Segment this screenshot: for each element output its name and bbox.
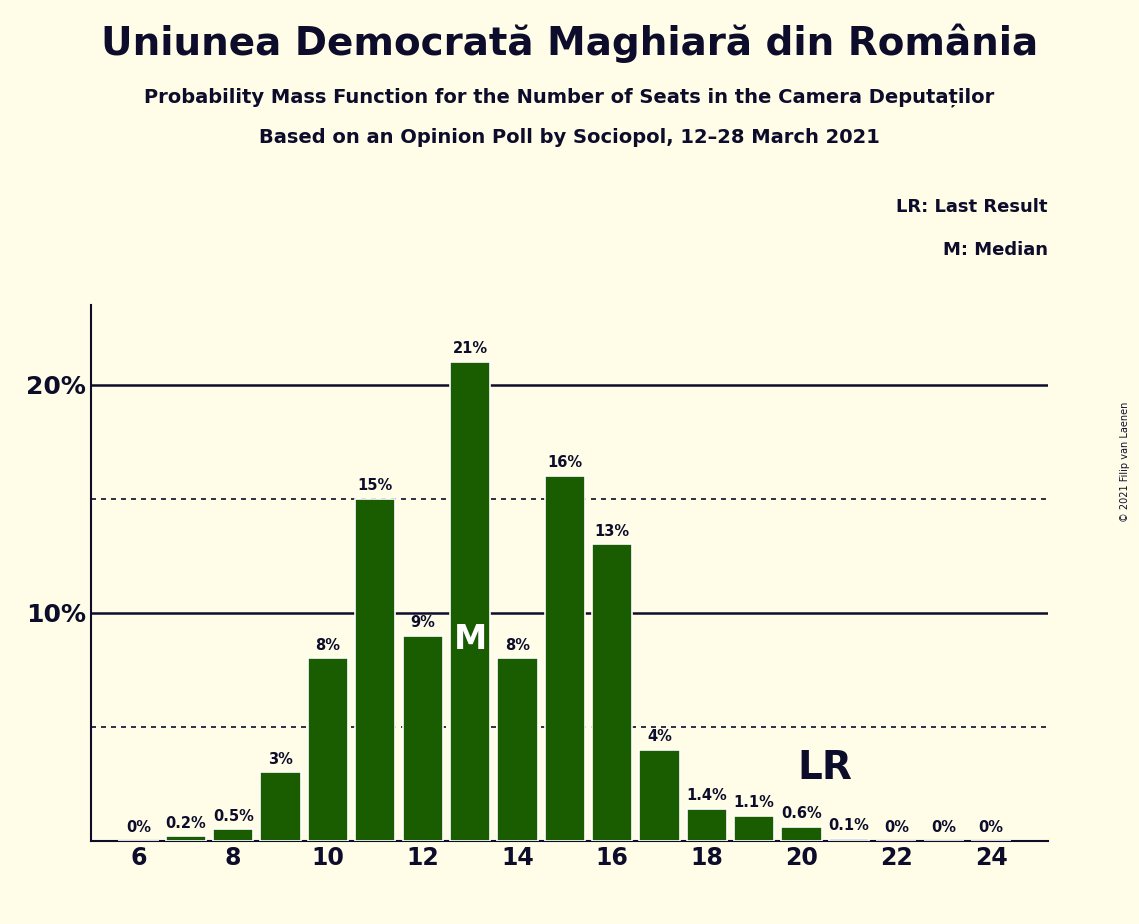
Text: 0%: 0% (932, 821, 956, 835)
Text: 0.1%: 0.1% (828, 818, 869, 833)
Text: Based on an Opinion Poll by Sociopol, 12–28 March 2021: Based on an Opinion Poll by Sociopol, 12… (259, 128, 880, 147)
Bar (450, 362, 490, 841)
Bar (165, 836, 206, 841)
Text: 16%: 16% (547, 456, 582, 470)
Text: 0.5%: 0.5% (213, 808, 254, 823)
Text: Uniunea Democrată Maghiară din România: Uniunea Democrată Maghiară din România (101, 23, 1038, 63)
Text: 3%: 3% (268, 752, 293, 767)
Text: 0.2%: 0.2% (165, 816, 206, 831)
Bar (355, 499, 395, 841)
Bar (498, 659, 538, 841)
Text: 0%: 0% (126, 821, 151, 835)
Bar (308, 659, 349, 841)
Text: 4%: 4% (647, 729, 672, 744)
Text: 1.4%: 1.4% (687, 788, 727, 803)
Bar (639, 749, 680, 841)
Text: Probability Mass Function for the Number of Seats in the Camera Deputaților: Probability Mass Function for the Number… (145, 88, 994, 107)
Bar (544, 476, 585, 841)
Text: 8%: 8% (505, 638, 530, 652)
Text: 9%: 9% (410, 614, 435, 630)
Text: 15%: 15% (358, 478, 393, 493)
Bar (261, 772, 301, 841)
Text: M: M (453, 623, 486, 656)
Text: 0%: 0% (978, 821, 1003, 835)
Text: © 2021 Filip van Laenen: © 2021 Filip van Laenen (1120, 402, 1130, 522)
Bar (213, 830, 253, 841)
Text: M: Median: M: Median (943, 240, 1048, 259)
Bar (687, 808, 727, 841)
Text: 1.1%: 1.1% (734, 795, 775, 810)
Bar (592, 544, 632, 841)
Bar (735, 816, 775, 841)
Text: 0%: 0% (884, 821, 909, 835)
Text: 21%: 21% (452, 341, 487, 357)
Text: LR: Last Result: LR: Last Result (896, 198, 1048, 215)
Text: 13%: 13% (595, 524, 630, 539)
Bar (829, 839, 869, 841)
Bar (781, 827, 821, 841)
Text: 8%: 8% (316, 638, 341, 652)
Text: LR: LR (797, 748, 853, 787)
Bar (402, 636, 443, 841)
Text: 0.6%: 0.6% (781, 807, 822, 821)
